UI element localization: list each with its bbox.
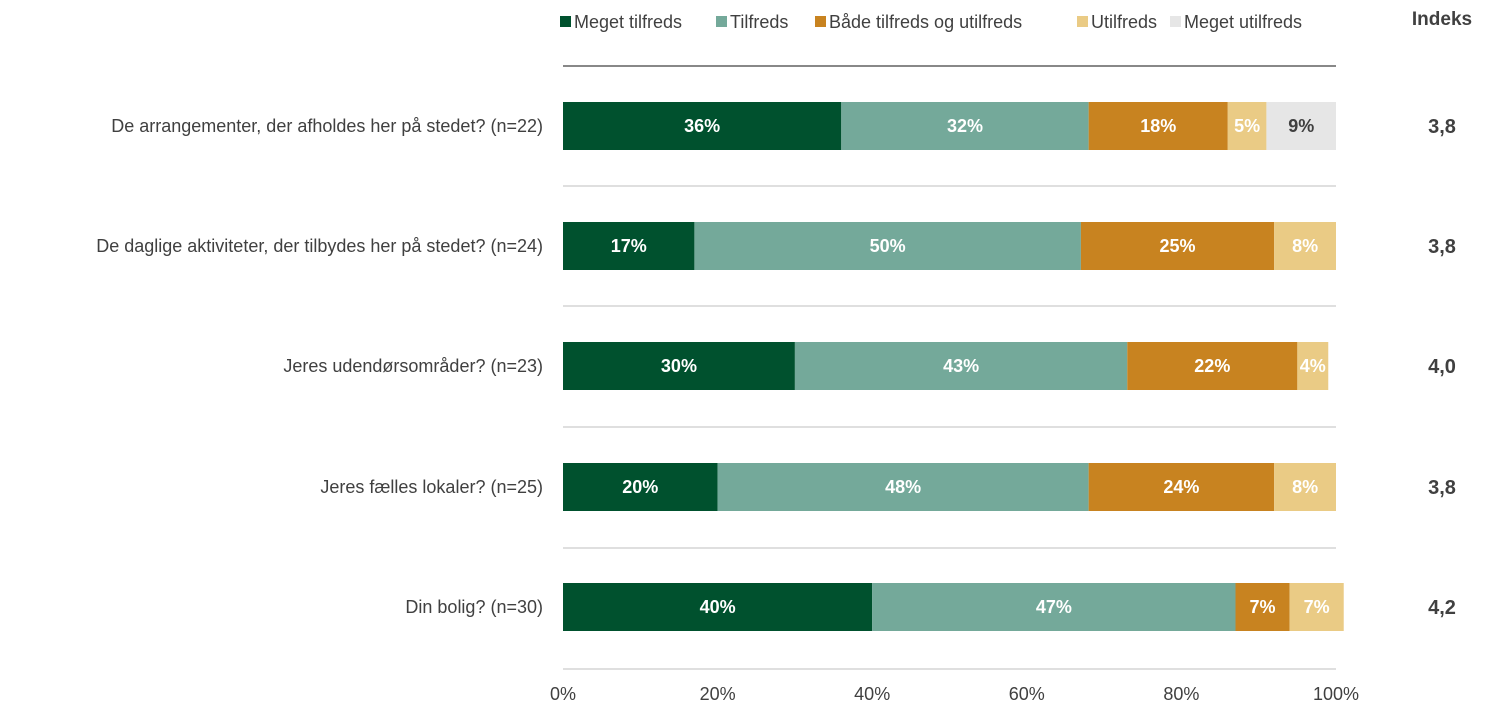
bar-row: Jeres fælles lokaler? (n=25) 20% 48% 24% 8% 3… <box>320 463 1456 511</box>
legend-label-utilfreds: Utilfreds <box>1091 12 1157 32</box>
x-tick-label: 20% <box>700 684 736 704</box>
data-label: 5% <box>1234 116 1260 136</box>
index-value: 4,0 <box>1428 356 1456 378</box>
data-label: 7% <box>1304 597 1330 617</box>
x-tick-label: 100% <box>1313 684 1359 704</box>
data-label: 25% <box>1160 236 1196 256</box>
index-value: 3,8 <box>1428 236 1456 258</box>
data-label: 43% <box>943 356 979 376</box>
legend-label-meget-tilfreds: Meget tilfreds <box>574 12 682 32</box>
data-label: 36% <box>684 116 720 136</box>
data-label: 47% <box>1036 597 1072 617</box>
data-label: 8% <box>1292 477 1318 497</box>
legend-label-meget-utilfreds: Meget utilfreds <box>1184 12 1302 32</box>
index-value: 3,8 <box>1428 477 1456 499</box>
category-label: De arrangementer, der afholdes her på st… <box>111 116 543 136</box>
legend-swatch-tilfreds <box>716 16 727 27</box>
legend-swatch-utilfreds <box>1077 16 1088 27</box>
bar-row: De arrangementer, der afholdes her på st… <box>111 102 1456 150</box>
x-tick-label: 60% <box>1009 684 1045 704</box>
data-label: 30% <box>661 356 697 376</box>
category-label: Jeres udendørsområder? (n=23) <box>283 356 543 376</box>
x-tick-label: 40% <box>854 684 890 704</box>
data-label: 32% <box>947 116 983 136</box>
data-label: 24% <box>1163 477 1199 497</box>
legend-label-bade-tilfreds-og-utilfreds: Både tilfreds og utilfreds <box>829 12 1022 32</box>
data-label: 48% <box>885 477 921 497</box>
legend-swatch-meget-tilfreds <box>560 16 571 27</box>
data-label: 4% <box>1300 356 1326 376</box>
legend-swatch-bade-tilfreds-og-utilfreds <box>815 16 826 27</box>
legend-label-tilfreds: Tilfreds <box>730 12 788 32</box>
data-label: 8% <box>1292 236 1318 256</box>
legend-swatch-meget-utilfreds <box>1170 16 1181 27</box>
x-axis: 0% 20% 40% 60% 80% 100% <box>550 684 1359 704</box>
data-label: 22% <box>1194 356 1230 376</box>
data-label: 18% <box>1140 116 1176 136</box>
index-value: 4,2 <box>1428 597 1456 619</box>
category-label: De daglige aktiviteter, der tilbydes her… <box>96 236 543 256</box>
chart-rows: De arrangementer, der afholdes her på st… <box>96 102 1456 631</box>
data-label: 40% <box>700 597 736 617</box>
data-label: 7% <box>1250 597 1276 617</box>
bar-row: Din bolig? (n=30) 40% 47% 7% 7% 4,2 <box>405 583 1456 631</box>
bar-row: Jeres udendørsområder? (n=23) 30% 43% 22% 4%… <box>283 342 1456 390</box>
data-label: 17% <box>611 236 647 256</box>
index-value: 3,8 <box>1428 116 1456 138</box>
bar-row: De daglige aktiviteter, der tilbydes her… <box>96 222 1456 270</box>
x-tick-label: 80% <box>1163 684 1199 704</box>
legend: Meget tilfreds Tilfreds Både tilfreds og u… <box>560 12 1302 32</box>
index-header: Indeks <box>1412 9 1472 30</box>
data-label: 9% <box>1288 116 1314 136</box>
x-tick-label: 0% <box>550 684 576 704</box>
data-label: 20% <box>622 477 658 497</box>
category-label: Jeres fælles lokaler? (n=25) <box>320 477 543 497</box>
data-label: 50% <box>870 236 906 256</box>
category-label: Din bolig? (n=30) <box>405 597 543 617</box>
